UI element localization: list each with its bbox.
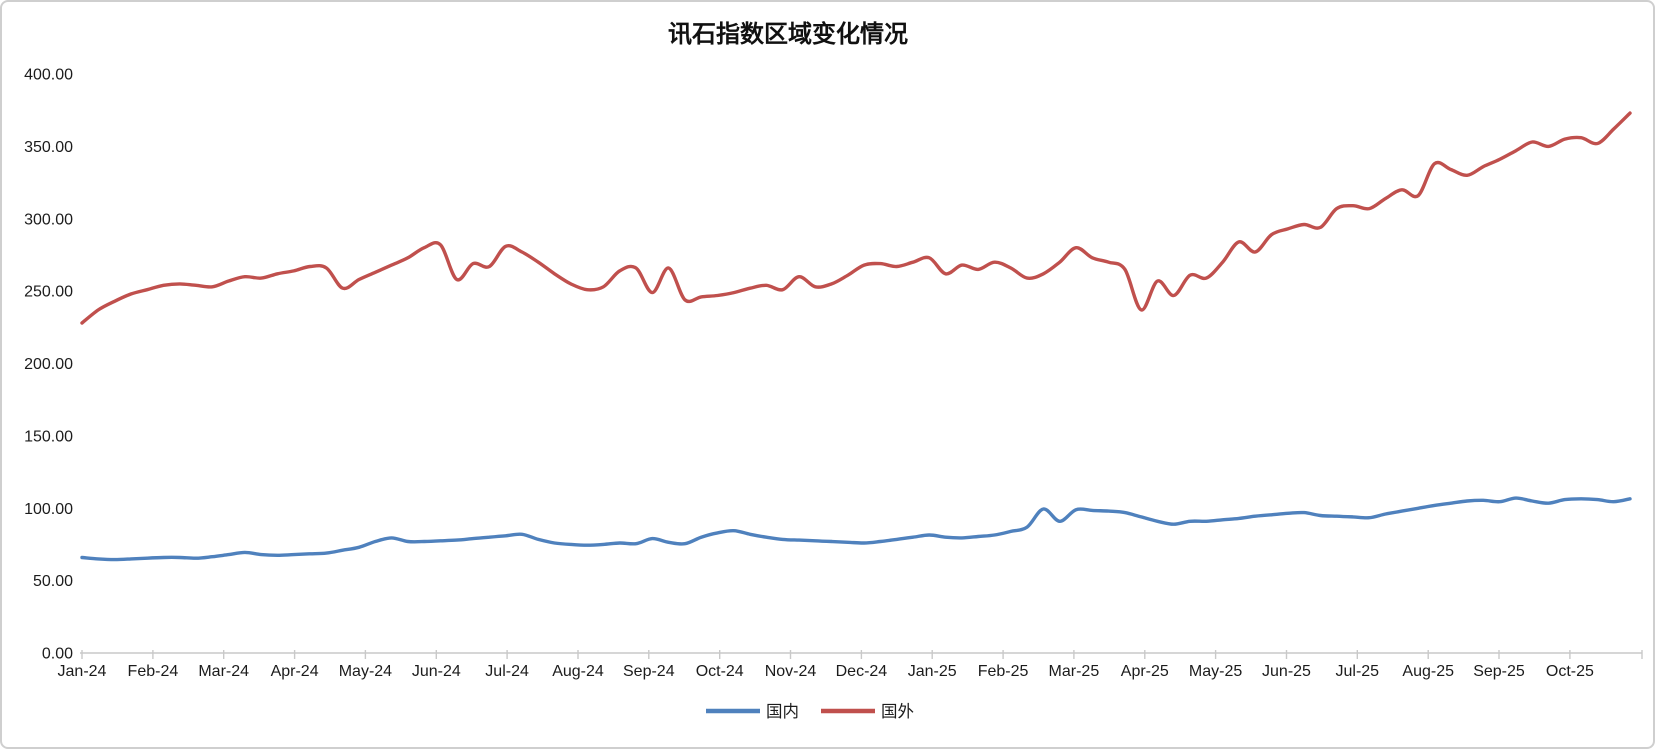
x-axis-tick-label: Aug-25 [1402,663,1454,680]
y-axis-tick-label: 250.00 [24,284,73,301]
series-line-domestic [80,496,1632,562]
x-axis: Jan-24 Feb-24 Mar-24 Apr-24 May-24 Jun-24 Jul-… [58,650,1643,680]
x-axis-tick-label: Jan-25 [908,663,957,680]
series-line-foreign [80,111,1632,325]
x-axis-tick-label: Jun-25 [1262,663,1311,680]
x-axis-tick-label: Aug-24 [552,663,604,680]
chart-title: 讯石指数区域变化情况 [668,20,908,48]
x-axis-tick-label: Apr-24 [271,663,319,680]
legend: 国内 国外 [706,702,914,721]
y-axis-tick-label: 200.00 [24,356,73,373]
y-axis-tick-label: 0.00 [42,646,73,663]
legend-label-foreign: 国外 [881,702,914,721]
x-axis-tick-label: Apr-25 [1121,663,1169,680]
x-axis-tick-label: May-24 [339,663,392,680]
legend-label-domestic: 国内 [766,702,799,721]
y-axis-tick-label: 300.00 [24,211,73,228]
x-axis-tick-label: Jan-24 [58,663,107,680]
y-axis: 0.00 50.00 100.00 150.00 200.00 250.00 300.00 3… [24,67,73,663]
x-axis-tick-label: Sep-25 [1473,663,1525,680]
series-lines [80,111,1632,562]
x-axis-tick-label: May-25 [1189,663,1242,680]
x-axis-tick-label: Oct-25 [1546,663,1594,680]
x-axis-tick-label: Mar-24 [198,663,249,680]
y-axis-tick-label: 100.00 [24,501,73,518]
y-axis-tick-label: 350.00 [24,139,73,156]
x-axis-tick-label: Jul-25 [1336,663,1380,680]
x-axis-tick-label: Jun-24 [412,663,461,680]
x-axis-tick-label: Feb-25 [978,663,1029,680]
x-axis-tick-label: Dec-24 [836,663,888,680]
x-axis-tick-label: Feb-24 [128,663,179,680]
x-axis-tick-label: Oct-24 [696,663,744,680]
x-axis-tick-label: Mar-25 [1049,663,1100,680]
y-axis-tick-label: 150.00 [24,428,73,445]
x-axis-tick-label: Jul-24 [485,663,529,680]
x-axis-tick-label: Sep-24 [623,663,675,680]
y-axis-tick-label: 400.00 [24,67,73,84]
y-axis-tick-label: 50.00 [33,573,73,590]
x-axis-tick-label: Nov-24 [765,663,817,680]
